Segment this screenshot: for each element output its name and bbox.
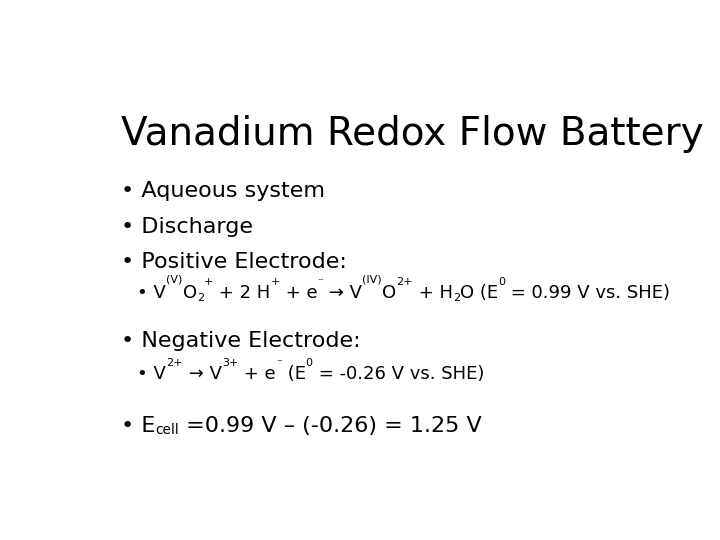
- Text: 2+: 2+: [166, 358, 183, 368]
- Text: (IV): (IV): [362, 274, 382, 284]
- Text: • Negative Electrode:: • Negative Electrode:: [121, 331, 360, 351]
- Text: 0: 0: [498, 277, 505, 287]
- Text: ⁻: ⁻: [318, 277, 323, 287]
- Text: = -0.26 V vs. SHE): = -0.26 V vs. SHE): [312, 365, 484, 383]
- Text: + H: + H: [413, 285, 453, 302]
- Text: + e: + e: [238, 365, 276, 383]
- Text: +: +: [204, 277, 213, 287]
- Text: • V: • V: [138, 285, 166, 302]
- Text: • Aqueous system: • Aqueous system: [121, 181, 325, 201]
- Text: O: O: [183, 285, 197, 302]
- Text: (E: (E: [282, 365, 306, 383]
- Text: + e: + e: [280, 285, 318, 302]
- Text: → V: → V: [323, 285, 362, 302]
- Text: = 0.99 V vs. SHE): = 0.99 V vs. SHE): [505, 285, 670, 302]
- Text: cell: cell: [155, 423, 179, 437]
- Text: =0.99 V – (-0.26) = 1.25 V: =0.99 V – (-0.26) = 1.25 V: [179, 416, 482, 436]
- Text: → V: → V: [183, 365, 222, 383]
- Text: • V: • V: [138, 365, 166, 383]
- Text: 2+: 2+: [396, 277, 413, 287]
- Text: +: +: [271, 277, 280, 287]
- Text: • Discharge: • Discharge: [121, 217, 253, 237]
- Text: 2: 2: [197, 293, 204, 303]
- Text: • E: • E: [121, 416, 155, 436]
- Text: • Positive Electrode:: • Positive Electrode:: [121, 252, 346, 272]
- Text: Vanadium Redox Flow Battery: Vanadium Redox Flow Battery: [121, 114, 703, 153]
- Text: 3+: 3+: [222, 358, 238, 368]
- Text: (V): (V): [166, 274, 183, 284]
- Text: O (E: O (E: [460, 285, 498, 302]
- Text: ⁻: ⁻: [276, 358, 282, 368]
- Text: 0: 0: [306, 358, 312, 368]
- Text: 2: 2: [453, 293, 460, 303]
- Text: + 2 H: + 2 H: [213, 285, 271, 302]
- Text: O: O: [382, 285, 396, 302]
